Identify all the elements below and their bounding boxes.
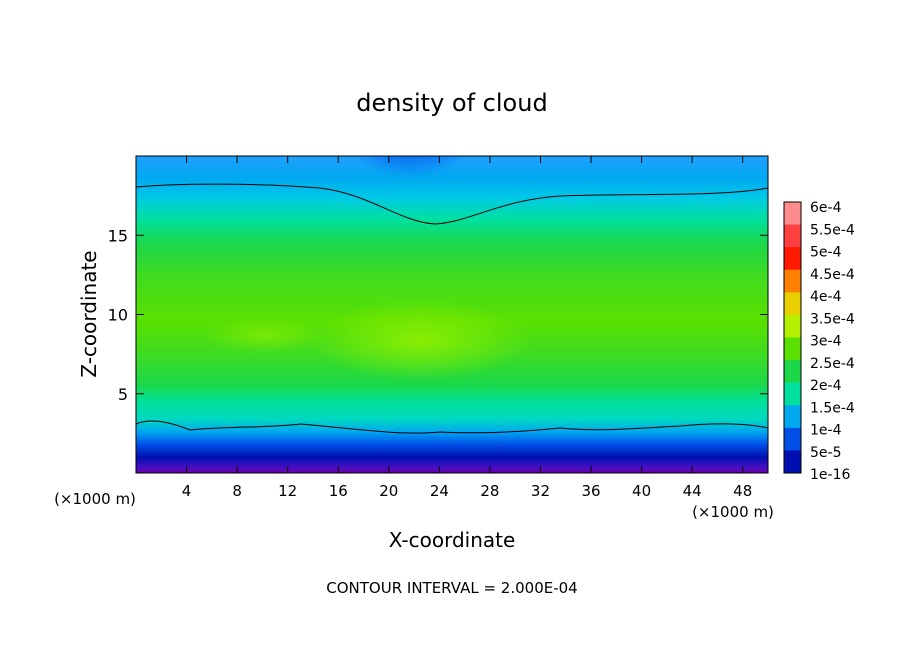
x-tick-label: 24 (430, 482, 449, 500)
x-axis-label: X-coordinate (389, 528, 516, 552)
x-axis-ticks: 4 8 12 16 20 24 28 32 36 40 44 48 (182, 156, 752, 500)
x-tick-label: 4 (182, 482, 192, 500)
y-axis-label: Z-coordinate (77, 250, 101, 377)
colorbar-label: 1e-4 (810, 423, 842, 439)
colorbar-swatch (784, 405, 801, 429)
colorbar-swatch (784, 202, 801, 226)
colorbar-label: 5e-4 (810, 245, 842, 261)
x-unit-note-left: (×1000 m) (54, 490, 136, 508)
colorbar-swatch (784, 337, 801, 361)
colorbar-swatch (784, 427, 801, 451)
y-tick-label: 5 (118, 385, 128, 404)
colorbar-label: 1.5e-4 (810, 400, 855, 416)
colorbar-label: 3.5e-4 (810, 311, 855, 327)
x-tick-label: 40 (632, 482, 651, 500)
colorbar-label: 4.5e-4 (810, 267, 855, 283)
contour-top (136, 183, 768, 225)
contour-interval-note: CONTOUR INTERVAL = 2.000E-04 (326, 579, 577, 597)
top-dark-cap (350, 156, 470, 211)
colorbar-frame (783, 201, 802, 474)
colorbar-label: 1e-16 (810, 467, 850, 483)
colorbar-swatch (784, 224, 801, 248)
x-unit-note-right: (×1000 m) (692, 503, 774, 521)
x-tick-label: 32 (531, 482, 550, 500)
y-tick-label: 15 (108, 226, 128, 245)
colorbar-label: 2e-4 (810, 378, 842, 394)
y-axis-ticks: 5 10 15 (108, 226, 768, 404)
colorbar-label: 5e-5 (810, 445, 841, 461)
contour-bottom (136, 420, 768, 434)
chart-title: density of cloud (356, 89, 547, 117)
high-density-region (310, 300, 530, 380)
colorbar-swatch (784, 360, 801, 384)
x-tick-label: 8 (232, 482, 242, 500)
x-tick-label: 28 (480, 482, 499, 500)
x-tick-label: 44 (683, 482, 702, 500)
colorbar-label: 2.5e-4 (810, 356, 855, 372)
colorbar-label: 4e-4 (810, 289, 842, 305)
colorbar-swatch (784, 382, 801, 406)
y-tick-label: 10 (108, 306, 128, 325)
colorbar-swatch (784, 450, 801, 474)
colorbar-label: 5.5e-4 (810, 222, 855, 238)
colorbar-swatch (784, 269, 801, 293)
x-tick-label: 20 (379, 482, 398, 500)
plot-area (136, 156, 768, 473)
high-density-region-left (205, 317, 325, 353)
x-tick-label: 48 (733, 482, 752, 500)
colorbar-swatch (784, 247, 801, 271)
colorbar-label: 3e-4 (810, 334, 842, 350)
colorbar-label: 6e-4 (810, 200, 842, 216)
x-tick-label: 16 (329, 482, 348, 500)
x-tick-label: 36 (581, 482, 600, 500)
x-tick-label: 12 (278, 482, 297, 500)
colorbar: 6e-4 5.5e-4 5e-4 4.5e-4 4e-4 3.5e-4 3e-4 2.5e-4… (783, 200, 855, 483)
colorbar-swatch (784, 314, 801, 338)
colorbar-swatch (784, 292, 801, 316)
